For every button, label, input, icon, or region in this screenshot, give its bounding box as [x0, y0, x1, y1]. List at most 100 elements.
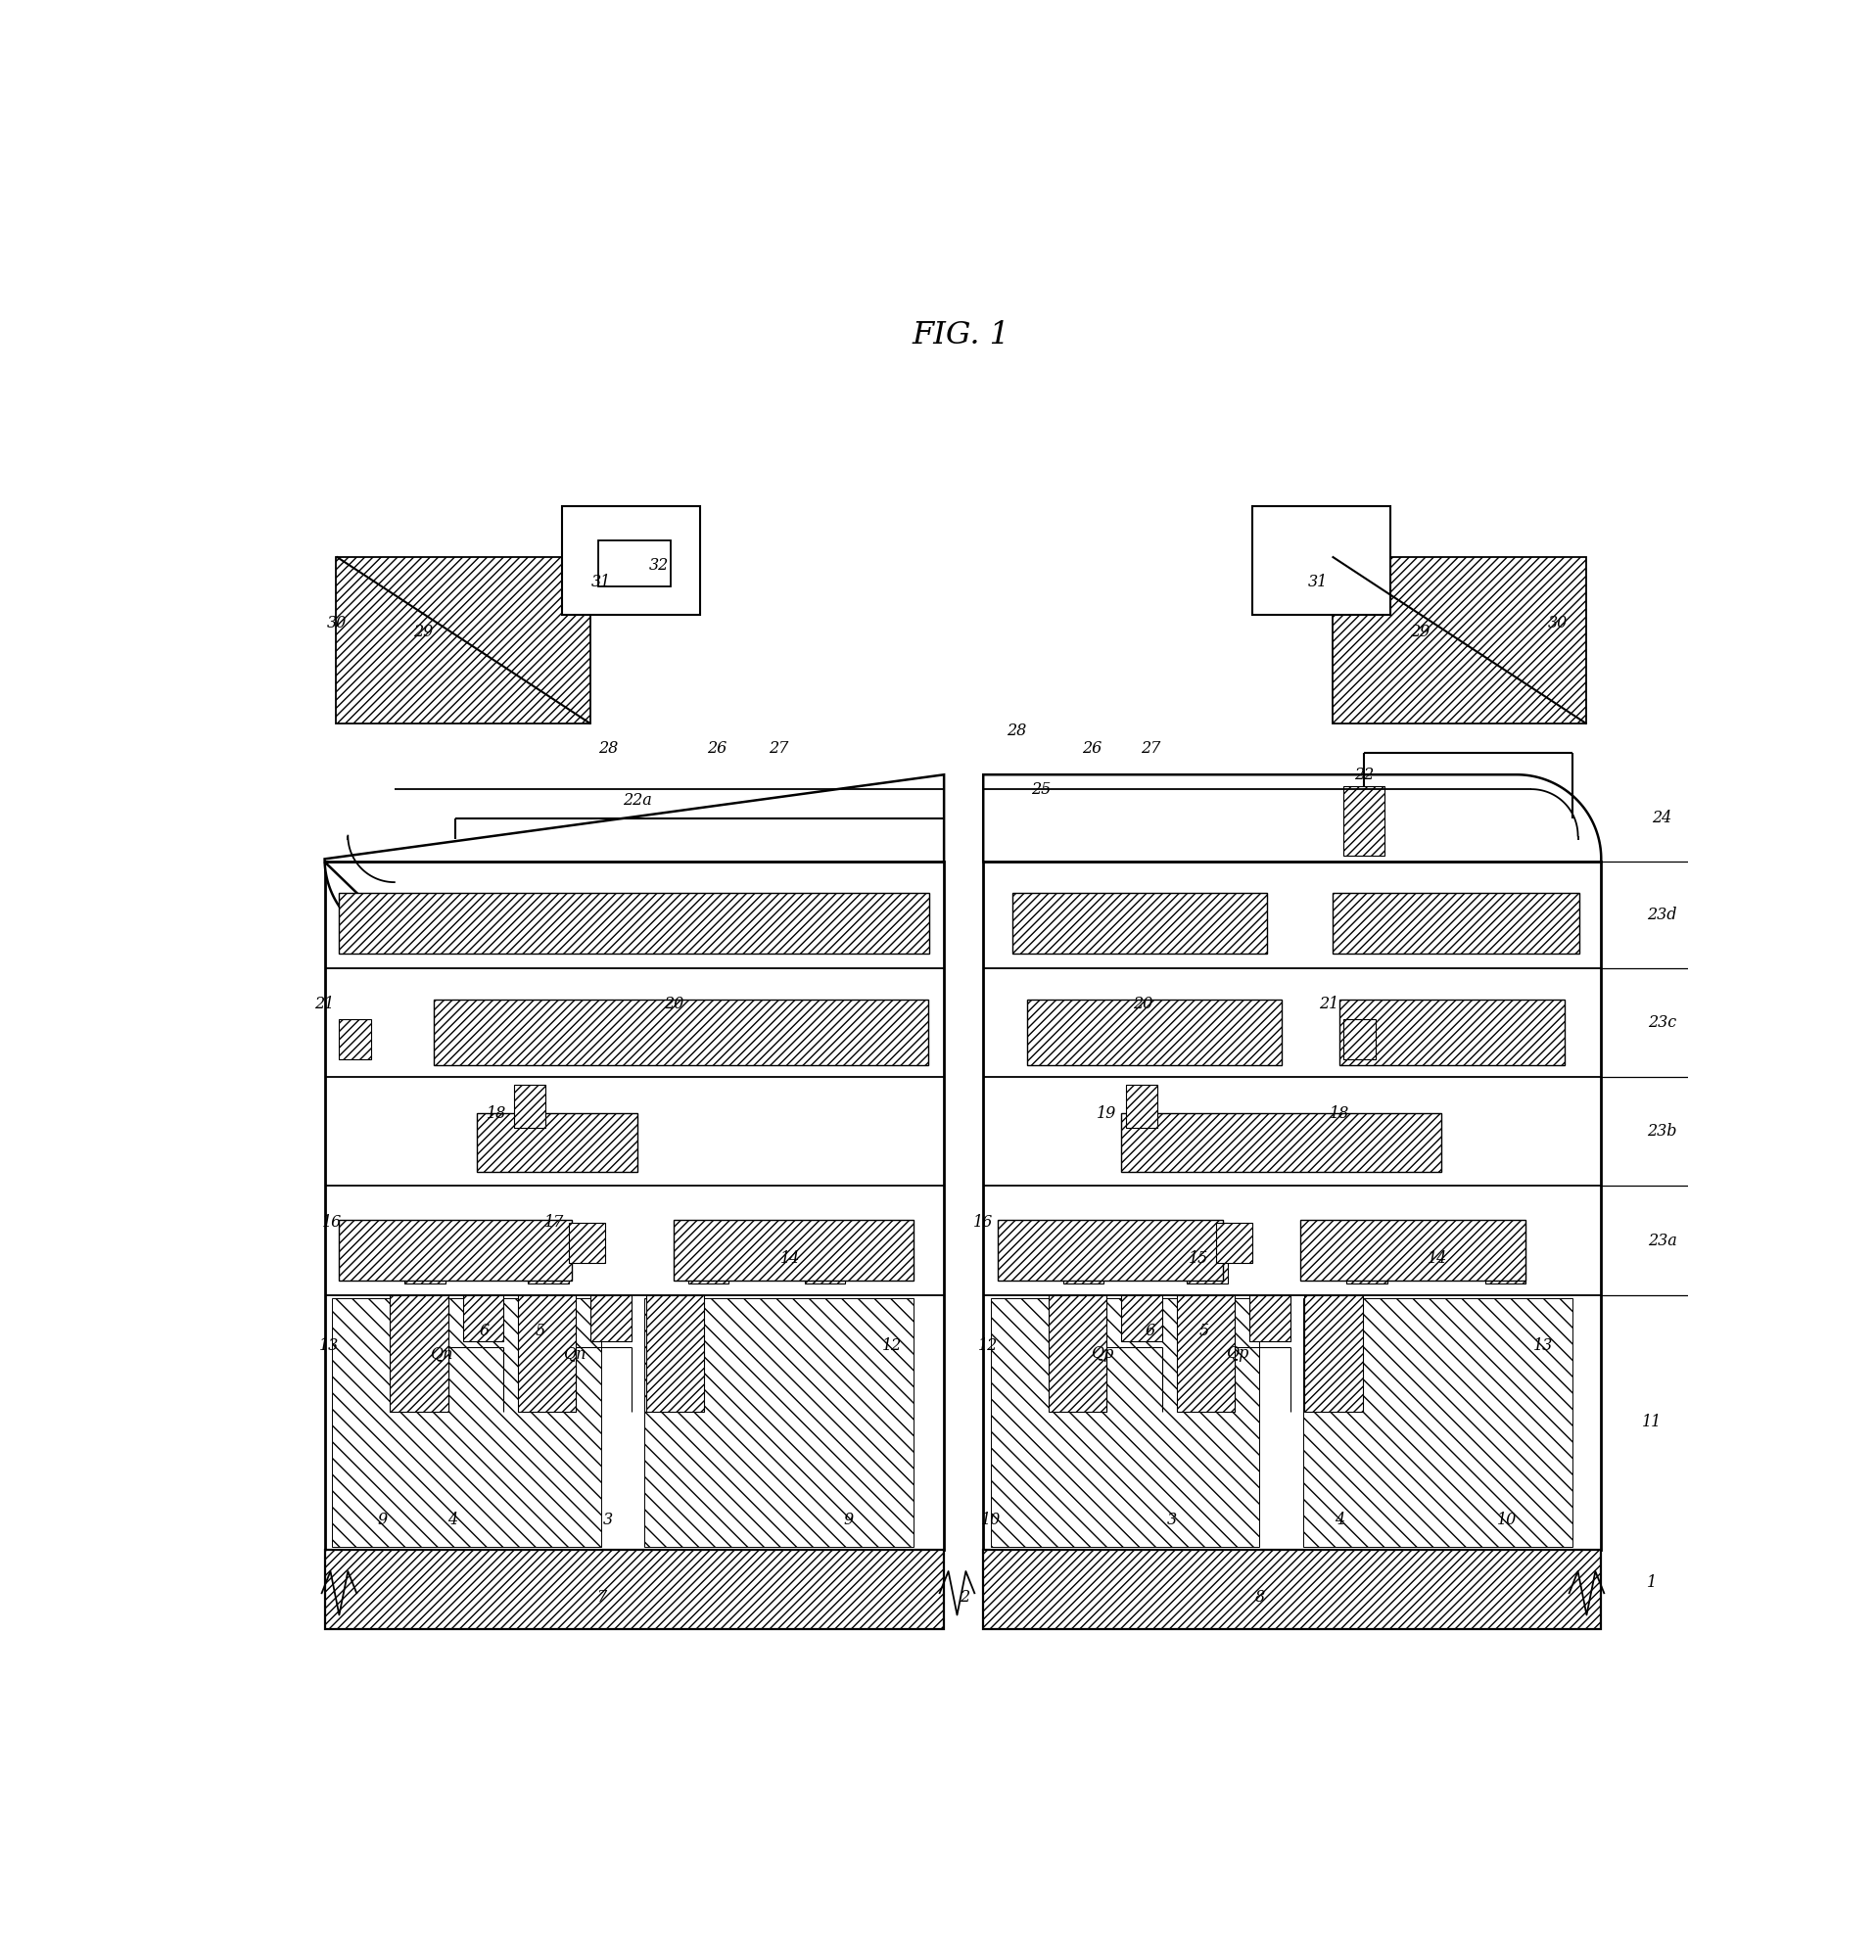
Text: 28: 28	[598, 741, 617, 757]
Text: Qp: Qp	[1227, 1345, 1249, 1362]
Bar	[1122, 1296, 1161, 1341]
Text: 14: 14	[780, 1250, 799, 1266]
Polygon shape	[983, 774, 1600, 862]
Bar	[561, 506, 700, 615]
Bar	[1304, 1296, 1362, 1411]
Bar	[1122, 1113, 1441, 1172]
Bar	[1049, 1296, 1107, 1411]
Text: 23a: 23a	[1647, 1233, 1677, 1249]
Text: Qp: Qp	[1092, 1345, 1114, 1362]
Text: 27: 27	[1141, 741, 1161, 757]
Bar	[1332, 892, 1580, 953]
Text: 22a: 22a	[623, 792, 651, 809]
Text: 4: 4	[448, 1511, 458, 1529]
Bar	[983, 862, 1600, 1550]
Text: 9: 9	[842, 1511, 854, 1529]
Text: 18: 18	[486, 1105, 507, 1121]
Bar	[514, 1084, 546, 1127]
Text: 20: 20	[664, 996, 683, 1013]
Bar	[645, 1296, 704, 1411]
Text: 16: 16	[974, 1213, 992, 1231]
Text: 30: 30	[326, 615, 347, 631]
Text: 26: 26	[1082, 741, 1103, 757]
Text: 22: 22	[1354, 766, 1373, 782]
Bar	[1188, 1223, 1227, 1284]
Bar	[336, 557, 591, 723]
Bar	[991, 1298, 1259, 1546]
Bar	[1064, 1223, 1103, 1284]
Bar	[325, 862, 944, 1550]
Bar	[340, 892, 929, 953]
Text: 15: 15	[1189, 1250, 1208, 1266]
Text: 29: 29	[1409, 623, 1430, 641]
Bar	[983, 1550, 1600, 1629]
Text: 19: 19	[1097, 1105, 1116, 1121]
Bar	[1339, 1000, 1565, 1066]
Bar	[998, 1219, 1223, 1280]
Bar	[1126, 1084, 1157, 1127]
Bar	[332, 1298, 600, 1546]
Bar	[805, 1223, 844, 1284]
Text: 16: 16	[323, 1213, 341, 1231]
Bar	[518, 1296, 576, 1411]
Text: 3: 3	[604, 1511, 613, 1529]
Bar	[1343, 1019, 1375, 1060]
Text: 14: 14	[1428, 1250, 1446, 1266]
Bar	[1347, 1223, 1388, 1284]
Text: 26: 26	[707, 741, 728, 757]
Bar	[1332, 557, 1587, 723]
Text: 21: 21	[315, 996, 334, 1013]
Text: 2: 2	[959, 1590, 970, 1605]
Bar	[463, 1296, 503, 1341]
Text: 5: 5	[535, 1323, 544, 1341]
Bar	[1026, 1000, 1281, 1066]
Text: 4: 4	[1334, 1511, 1345, 1529]
Bar	[340, 1019, 371, 1060]
Text: 23c: 23c	[1647, 1013, 1677, 1031]
Text: 27: 27	[769, 741, 788, 757]
Bar	[1343, 786, 1384, 857]
Text: 12: 12	[882, 1337, 902, 1354]
Text: 1: 1	[1647, 1574, 1657, 1592]
Bar	[688, 1223, 728, 1284]
Bar	[1013, 892, 1266, 953]
Bar	[390, 1296, 448, 1411]
Bar	[405, 1223, 445, 1284]
Text: 9: 9	[377, 1511, 388, 1529]
Bar	[1176, 1296, 1234, 1411]
Text: 8: 8	[1255, 1590, 1264, 1605]
Bar	[645, 1298, 914, 1546]
Text: 21: 21	[1319, 996, 1339, 1013]
Bar	[1486, 1223, 1525, 1284]
Text: 11: 11	[1642, 1413, 1662, 1431]
Text: 28: 28	[1007, 723, 1026, 739]
Bar	[325, 1550, 944, 1629]
Text: 23b: 23b	[1647, 1123, 1677, 1141]
Text: 10: 10	[981, 1511, 1000, 1529]
Bar	[1253, 506, 1390, 615]
Bar	[1300, 1219, 1525, 1280]
Text: 13: 13	[1533, 1337, 1553, 1354]
Bar	[598, 541, 672, 586]
Bar	[477, 1113, 638, 1172]
Polygon shape	[325, 774, 944, 943]
Bar	[529, 1223, 568, 1284]
Text: 23d: 23d	[1647, 907, 1677, 923]
Text: 25: 25	[1032, 780, 1051, 798]
Text: 10: 10	[1497, 1511, 1516, 1529]
Text: FIG. 1: FIG. 1	[912, 319, 1011, 351]
Text: 6: 6	[1146, 1323, 1156, 1341]
Text: 31: 31	[1308, 574, 1328, 590]
Text: 31: 31	[591, 574, 612, 590]
Bar	[1216, 1223, 1253, 1262]
Text: 17: 17	[544, 1213, 565, 1231]
Text: 5: 5	[1199, 1323, 1210, 1341]
Text: 30: 30	[1548, 615, 1568, 631]
Text: 12: 12	[977, 1337, 998, 1354]
Text: Qn: Qn	[563, 1345, 585, 1362]
Text: 3: 3	[1167, 1511, 1178, 1529]
Bar	[673, 1219, 914, 1280]
Bar	[1304, 1298, 1572, 1546]
Text: 32: 32	[649, 557, 670, 572]
Text: 29: 29	[413, 623, 433, 641]
